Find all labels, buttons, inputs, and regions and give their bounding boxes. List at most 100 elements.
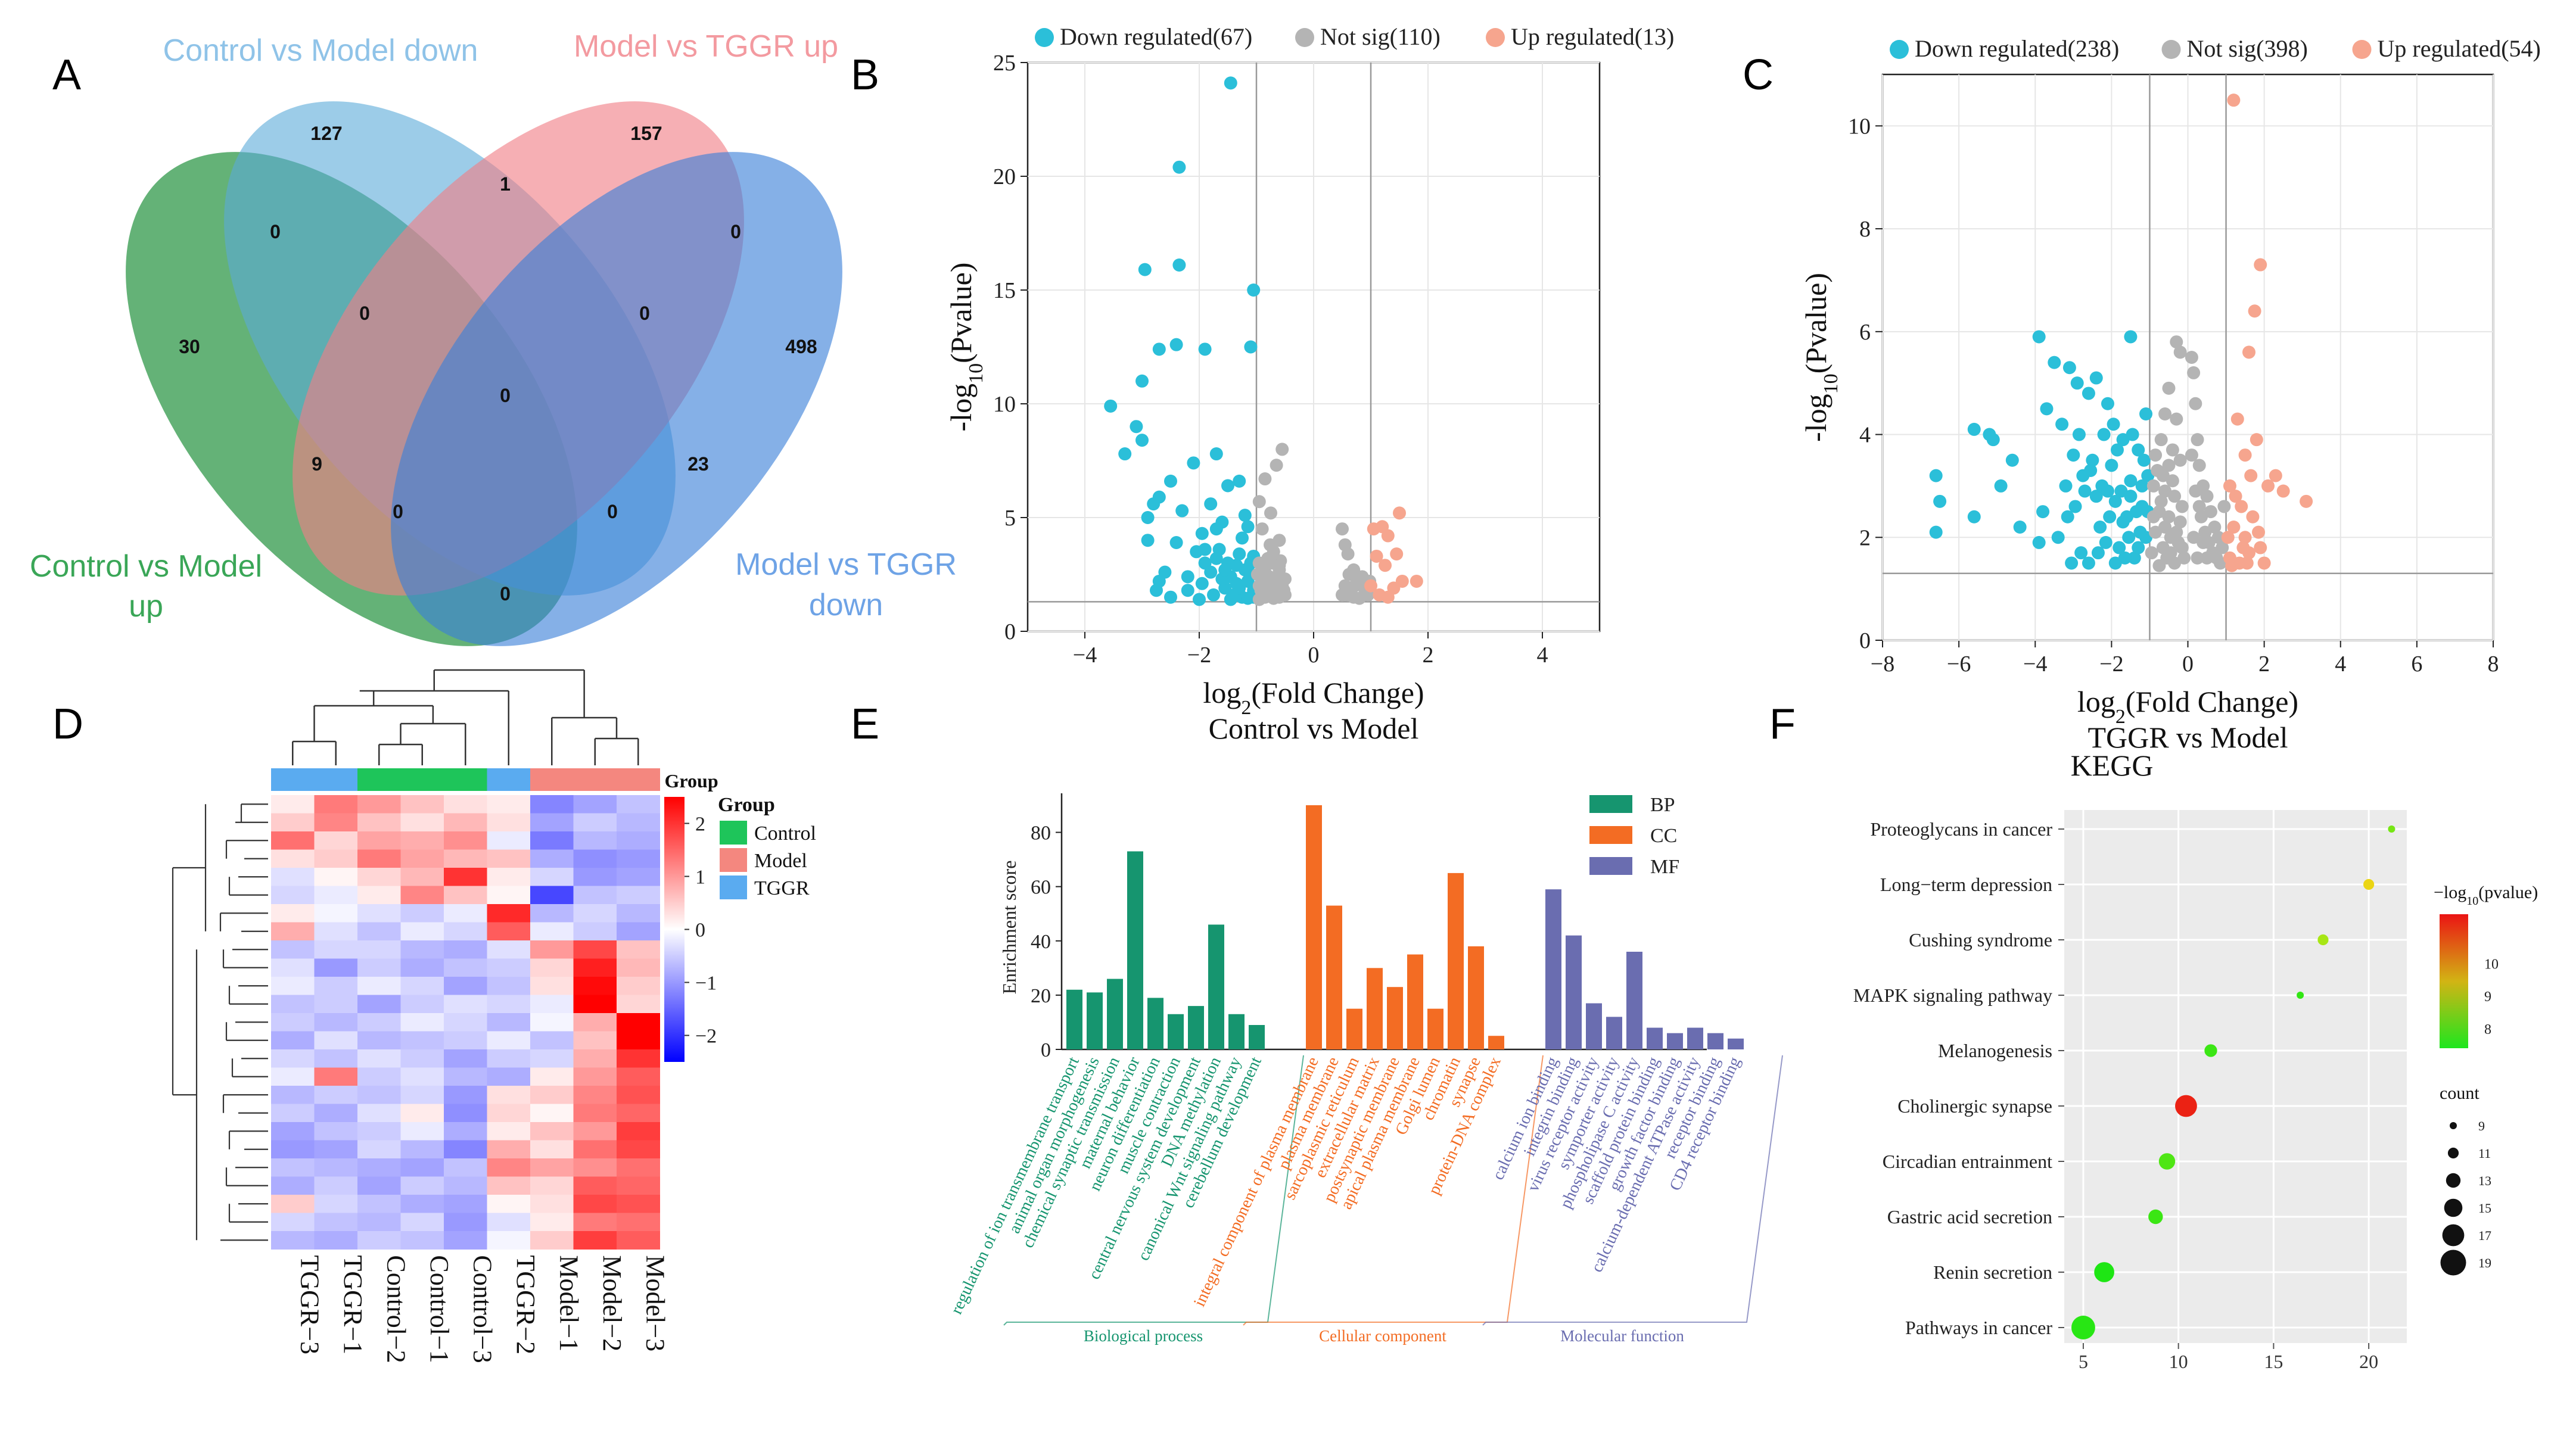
heatmap-cell <box>400 904 444 923</box>
heatmap-cell <box>487 958 531 977</box>
heatmap-cell <box>314 995 358 1014</box>
volcano-b-tick-label-x: −2 <box>1187 643 1211 668</box>
bar-cerebellum-development <box>1249 1025 1265 1049</box>
bar-legend-label-cc: CC <box>1650 825 1677 847</box>
volcano-b-point-down-regulated <box>1230 577 1243 590</box>
bubble-size-legend-dot <box>2450 1122 2457 1129</box>
volcano-b-point-down-regulated <box>1158 565 1172 579</box>
volcano-b-point-not-sig <box>1336 588 1349 602</box>
heatmap-cell <box>444 1031 487 1050</box>
heatmap-cell <box>444 1086 487 1104</box>
bar-golgi-lumen <box>1427 1008 1443 1049</box>
volcano-c-point-down-regulated <box>2082 387 2095 400</box>
heatmap-cell <box>530 1013 574 1032</box>
volcano-b-tick-label-y: 0 <box>1004 619 1016 644</box>
venn-count-cmd-mtu-mtd: 0 <box>639 303 650 324</box>
volcano-b-point-down-regulated <box>1175 504 1189 518</box>
heatmap-cell <box>530 995 574 1014</box>
volcano-c-tick-label-y: 8 <box>1859 217 1871 242</box>
heatmap-cell <box>617 1122 660 1141</box>
volcano-c-point-not-sig <box>2162 459 2176 472</box>
volcano-b-point-down-regulated <box>1141 534 1155 547</box>
heatmap-cell <box>573 1176 617 1195</box>
heatmap-cell <box>530 922 574 941</box>
volcano-b-point-down-regulated <box>1187 456 1200 470</box>
volcano-b-point-down-regulated <box>1233 474 1246 488</box>
panel-letter-e: E <box>851 700 879 748</box>
venn-count-mtu-mtd: 0 <box>730 221 741 242</box>
bar-y-axis-label: Enrichment score <box>998 861 1020 995</box>
heatmap-cell <box>487 795 531 814</box>
volcano-b-point-down-regulated <box>1141 511 1155 524</box>
heatmap-cell <box>573 940 617 959</box>
volcano-c-point-not-sig <box>2198 525 2212 539</box>
venn-count-cmu-mtd: 0 <box>500 583 511 605</box>
heatmap-cell <box>573 831 617 850</box>
heatmap-cell <box>400 1067 444 1086</box>
volcano-c-point-not-sig <box>2168 490 2182 503</box>
volcano-c-point-down-regulated <box>2051 531 2065 544</box>
volcano-b-point-down-regulated <box>1238 509 1252 522</box>
bar-cd4-receptor-binding <box>1728 1038 1744 1049</box>
volcano-c-point-up-regulated <box>2244 469 2258 482</box>
bar-legend-swatch-mf <box>1589 857 1632 875</box>
heatmap-cell <box>617 1213 660 1232</box>
venn-diagram: Control vs Model down Model vs TGGR up C… <box>30 29 957 646</box>
volcano-b-point-down-regulated <box>1135 434 1149 447</box>
heatmap-column-label-control-2: Control−2 <box>381 1255 410 1363</box>
heatmap-cell <box>487 1231 531 1250</box>
heatmap-cell <box>400 1031 444 1050</box>
heatmap-cell <box>444 849 487 868</box>
heatmap-group-annotation-model <box>530 768 574 791</box>
heatmap-cell <box>617 886 660 905</box>
heatmap-group-legend-label-tggr: TGGR <box>754 877 810 899</box>
volcano-c-x-axis-label: log2(Fold Change) <box>2077 685 2298 728</box>
heatmap-cell <box>487 868 531 886</box>
heatmap-cell <box>444 922 487 941</box>
venn-label-control-model-down: Control vs Model down <box>163 33 478 68</box>
heatmap-cell <box>617 795 660 814</box>
bubble-point-gastric-acid-secretion <box>2148 1209 2163 1225</box>
heatmap-cell <box>617 1049 660 1068</box>
volcano-c-point-up-regulated <box>2240 556 2254 570</box>
bar-tick-label-y: 60 <box>1031 877 1051 899</box>
heatmap-cell <box>400 1013 444 1032</box>
volcano-c-point-up-regulated <box>2235 500 2248 513</box>
heatmap-column-label-control-1: Control−1 <box>425 1255 454 1363</box>
volcano-b-point-down-regulated <box>1209 447 1223 461</box>
heatmap-cell <box>314 1158 358 1177</box>
volcano-b-point-down-regulated <box>1198 556 1212 570</box>
volcano-c-point-down-regulated <box>2055 418 2069 431</box>
heatmap-group-annotation-tggr <box>314 768 358 791</box>
heatmap-cell <box>400 977 444 995</box>
volcano-c-point-up-regulated <box>2238 448 2252 462</box>
panel-letter-d: D <box>52 700 83 748</box>
volcano-b-tick-label-y: 20 <box>993 164 1016 189</box>
heatmap-cell <box>487 1213 531 1232</box>
volcano-b-tick-label-x: −4 <box>1073 643 1097 668</box>
volcano-c-tick-label-x: 0 <box>2182 652 2194 677</box>
bar-integrin-binding <box>1566 935 1582 1049</box>
heatmap-cell <box>271 1158 315 1177</box>
volcano-b-point-not-sig <box>1255 522 1269 536</box>
heatmap-cell <box>314 868 358 886</box>
heatmap-cell <box>617 831 660 850</box>
volcano-c-point-up-regulated <box>2223 479 2236 493</box>
volcano-c-point-not-sig <box>2156 469 2170 482</box>
panel-letter-f: F <box>1769 700 1796 748</box>
volcano-b-tick-label-x: 2 <box>1423 643 1434 668</box>
heatmap-group-annotation-tggr <box>487 768 531 791</box>
bubble-tick-label-x: 10 <box>2169 1351 2188 1372</box>
heatmap-cell <box>487 1104 531 1123</box>
heatmap-group-annotation-model <box>573 768 617 791</box>
heatmap-cell <box>400 958 444 977</box>
heatmap-cell <box>617 1195 660 1213</box>
volcano-c-point-down-regulated <box>2099 535 2113 549</box>
volcano-c-point-not-sig <box>2189 397 2202 410</box>
heatmap-cell <box>271 795 315 814</box>
volcano-c-point-not-sig <box>2166 443 2179 457</box>
volcano-b-point-up-regulated <box>1381 590 1395 604</box>
bar-animal-organ-morphogenesis <box>1087 992 1103 1049</box>
heatmap-cell <box>487 1013 531 1032</box>
